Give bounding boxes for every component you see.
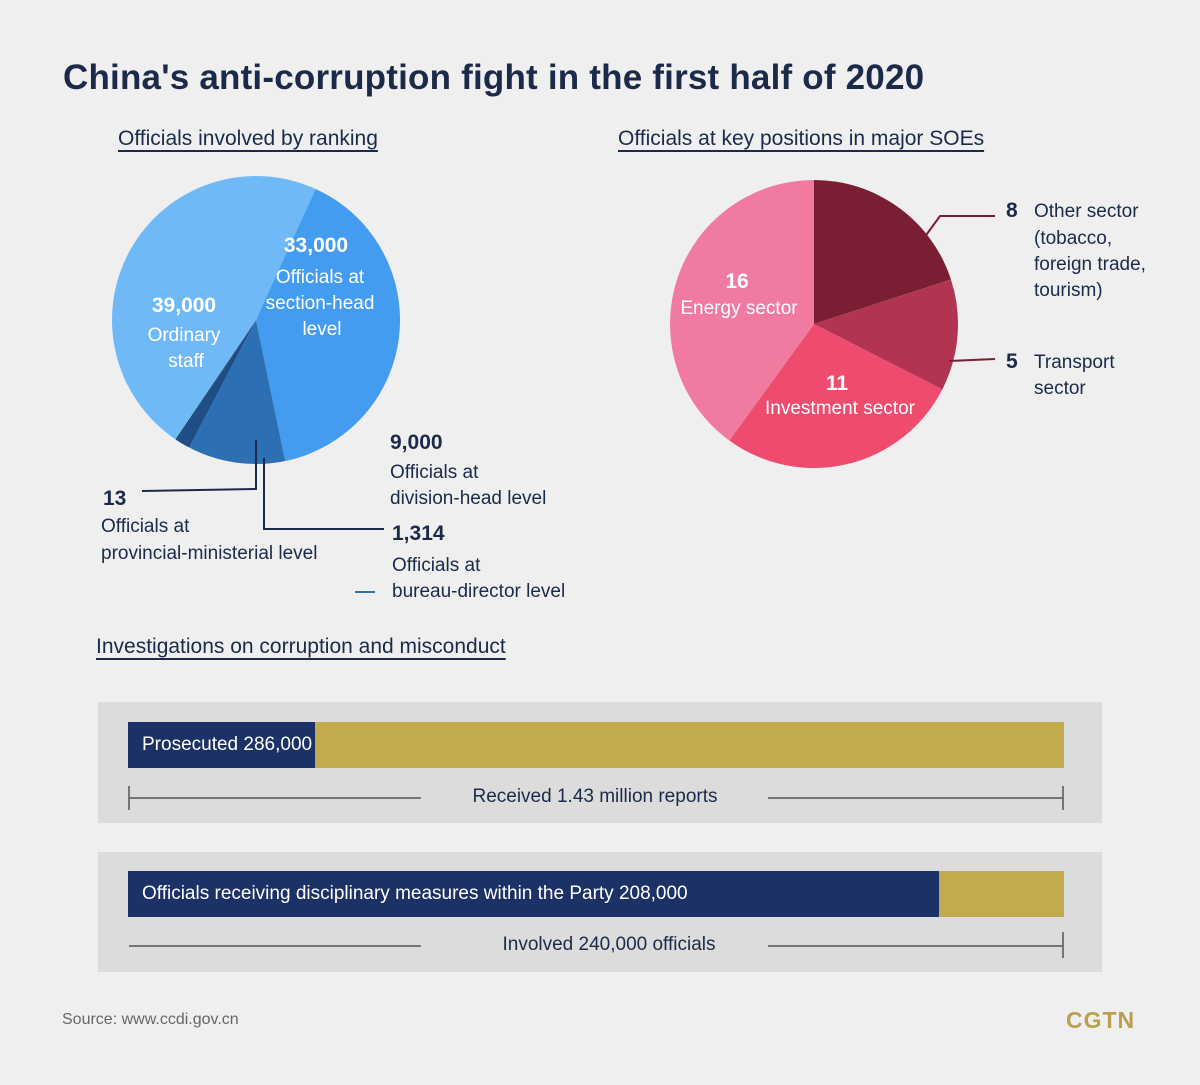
pie-slice-other-sector-tobacco-foreign-trade-tourism [814, 180, 951, 324]
brand-logo: CGTN [1066, 1007, 1136, 1033]
ordinary-staff-value: 39,000 [152, 294, 216, 317]
other-sector-label-line3: foreign trade, [1034, 254, 1146, 275]
provincial-ministerial-value: 13 [103, 487, 126, 510]
pie-slice-energy-sector [670, 180, 814, 441]
pie-slice-officials-at-provincial-ministerial-level [175, 320, 256, 441]
pie-slice-officials-at-bureau-director-level [176, 320, 256, 448]
received-reports-label: Received 1.43 million reports [472, 786, 718, 807]
page-title: China's anti-corruption fight in the fir… [63, 58, 925, 97]
division-head-label-line2: division-head level [390, 488, 546, 509]
pie-slice-transport-sector [814, 279, 958, 390]
officials-bar-track: Officials receiving disciplinary measure… [128, 871, 1064, 917]
reports-panel: Prosecuted 286,000 Received 1.43 million… [98, 702, 1102, 823]
transport-label-line2: sector [1034, 378, 1086, 399]
section-head-label-line2: section-head [266, 293, 375, 314]
section-head-label-line1: Officials at [276, 267, 365, 288]
soe-pie-chart: 16 Energy sector 11 Investment sector 8 … [670, 180, 1146, 468]
other-sector-label-line1: Other sector [1034, 201, 1139, 222]
disciplinary-bar [128, 871, 940, 917]
transport-leader-line [948, 358, 996, 362]
ordinary-staff-label-line1: Ordinary [148, 325, 221, 346]
other-sector-label-line2: (tobacco, [1034, 228, 1112, 249]
ranking-chart-title: Officials involved by ranking [118, 127, 378, 150]
section-head-value: 33,000 [284, 234, 348, 257]
investment-label: Investment sector [765, 398, 916, 419]
soe-chart-title: Officials at key positions in major SOEs [618, 127, 985, 150]
energy-label: Energy sector [680, 298, 798, 319]
bureau-director-leader-line [263, 458, 384, 530]
provincial-ministerial-leader-line [141, 440, 257, 492]
provincial-ministerial-label-line1: Officials at [101, 516, 190, 537]
ranking-pie-chart: 39,000 Ordinary staff 33,000 Officials a… [101, 175, 565, 602]
other-sector-value: 8 [1006, 199, 1018, 222]
pie-slice-officials-at-section-head-level [256, 188, 400, 462]
division-head-value: 9,000 [390, 431, 443, 454]
reports-scale [128, 786, 1064, 810]
pie-slice-ordinary-staff [111, 175, 316, 440]
bureau-director-value: 1,314 [392, 522, 445, 545]
transport-label-line1: Transport [1034, 352, 1115, 373]
provincial-ministerial-label-line2: provincial-ministerial level [101, 543, 317, 564]
investment-value: 11 [826, 372, 849, 395]
division-head-label-line1: Officials at [390, 462, 479, 483]
other-sector-leader-line [923, 215, 995, 239]
ordinary-staff-label-line2: staff [168, 351, 204, 372]
ranking-pie-slices [111, 175, 400, 464]
involved-officials-label: Involved 240,000 officials [502, 934, 716, 955]
energy-value: 16 [725, 270, 748, 293]
section-head-label-line3: level [302, 319, 341, 340]
officials-scale [129, 932, 1064, 958]
officials-panel: Officials receiving disciplinary measure… [98, 852, 1102, 972]
bureau-director-label-line2: bureau-director level [392, 581, 565, 602]
investigations-title: Investigations on corruption and miscond… [96, 635, 506, 658]
disciplinary-label: Officials receiving disciplinary measure… [142, 883, 688, 904]
reports-bar-track: Prosecuted 286,000 [128, 722, 1064, 768]
pie-slice-officials-at-division-head-level [189, 320, 286, 464]
prosecuted-label: Prosecuted 286,000 [142, 734, 313, 755]
bureau-director-label-line1: Officials at [392, 555, 481, 576]
transport-value: 5 [1006, 350, 1018, 373]
prosecuted-bar [128, 722, 316, 768]
pie-slice-investment-sector [729, 324, 943, 468]
soe-pie-slices [670, 180, 958, 468]
source-note: Source: www.ccdi.gov.cn [62, 1011, 239, 1028]
other-sector-label-line4: tourism) [1034, 280, 1103, 301]
